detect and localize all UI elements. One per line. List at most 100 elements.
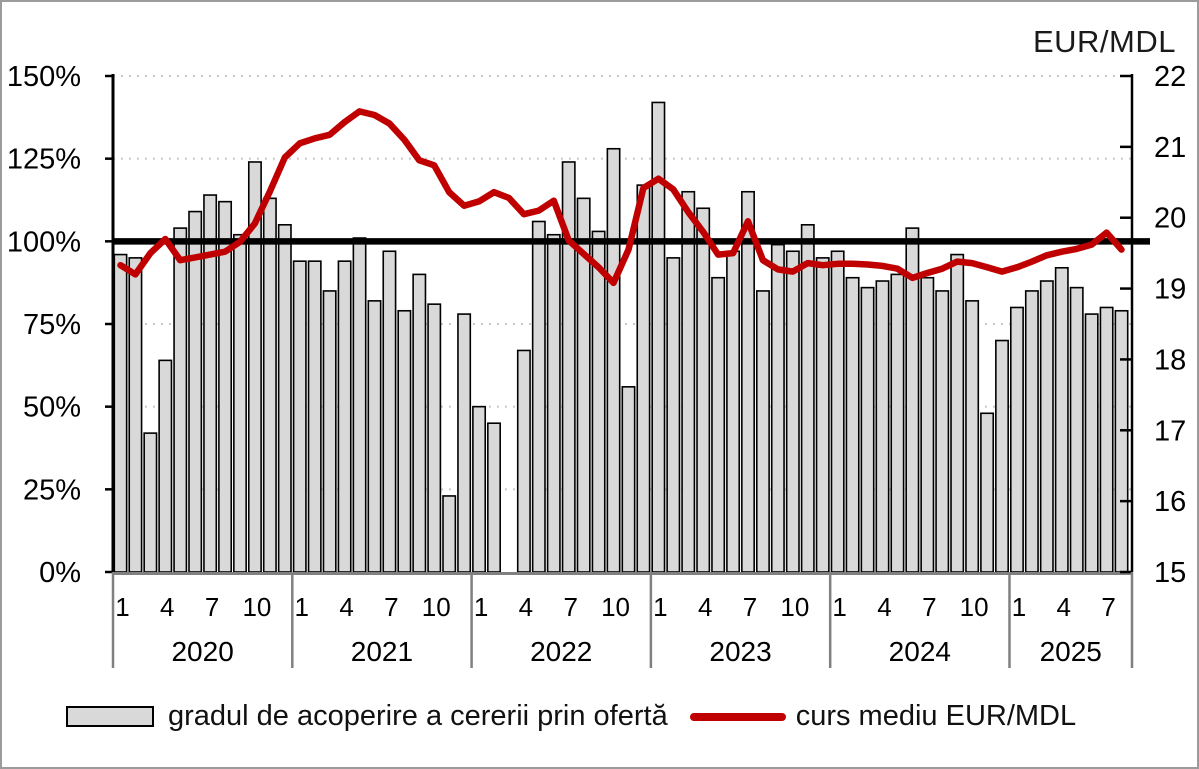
- bar-2023-3: [681, 190, 696, 573]
- bar-2023-4: [696, 207, 711, 573]
- bar-2024-9: [950, 253, 965, 573]
- bar-2022-11: [621, 386, 636, 573]
- right-axis-tick-label: 15: [1154, 557, 1186, 589]
- bar-2022-1: [472, 405, 487, 573]
- bar-2020-11: [262, 197, 277, 573]
- month-tick-label: 1: [832, 592, 846, 622]
- month-tick-label: 10: [242, 592, 271, 622]
- bar-2021-7: [382, 250, 397, 573]
- legend-bar-label: gradul de acoperire a cererii prin ofert…: [168, 700, 668, 732]
- month-tick-label: 1: [295, 592, 309, 622]
- month-tick-label: 10: [422, 592, 451, 622]
- month-tick-label: 4: [1057, 592, 1071, 622]
- month-tick-label: 7: [563, 592, 577, 622]
- bar-2024-8: [935, 290, 950, 573]
- month-tick-label: 10: [780, 592, 809, 622]
- bar-2023-5: [711, 276, 726, 573]
- bar-2023-9: [770, 243, 785, 573]
- bar-2023-1: [651, 101, 666, 573]
- month-tick-label: 4: [339, 592, 353, 622]
- left-axis-tick-label: 75%: [23, 309, 81, 341]
- bar-2020-2: [128, 257, 143, 573]
- year-label: 2020: [171, 636, 233, 667]
- right-axis-tick-label: 22: [1154, 61, 1186, 93]
- bar-2022-4: [516, 349, 531, 573]
- bar-2020-4: [158, 359, 173, 573]
- month-tick-label: 4: [698, 592, 712, 622]
- bar-2024-10: [965, 300, 980, 573]
- bar-2023-12: [815, 257, 830, 573]
- bar-2023-10: [785, 250, 800, 573]
- legend-line-label: curs mediu EUR/MDL: [795, 700, 1077, 732]
- month-tick-label: 1: [653, 592, 667, 622]
- bar-2021-1: [292, 260, 307, 573]
- month-tick-label: 1: [115, 592, 129, 622]
- bar-2025-4: [1054, 266, 1069, 573]
- bar-2022-9: [591, 230, 606, 573]
- month-tick-label: 7: [922, 592, 936, 622]
- bar-2022-10: [606, 147, 621, 573]
- bar-2025-8: [1114, 309, 1129, 573]
- bar-2025-3: [1039, 280, 1054, 573]
- bar-2024-3: [860, 286, 875, 573]
- bar-2021-8: [397, 309, 412, 573]
- bar-2025-1: [1009, 306, 1024, 573]
- month-tick-label: 4: [160, 592, 174, 622]
- month-tick-label: 7: [384, 592, 398, 622]
- month-tick-label: 1: [1012, 592, 1026, 622]
- bar-2023-2: [666, 257, 681, 573]
- month-tick-label: 4: [877, 592, 891, 622]
- bar-2024-12: [995, 339, 1009, 573]
- left-axis-tick-label: 0%: [39, 557, 81, 589]
- bar-2025-6: [1084, 313, 1099, 573]
- bar-2023-7: [741, 190, 755, 573]
- bar-2021-5: [352, 237, 367, 573]
- right-axis-tick-label: 19: [1154, 274, 1186, 306]
- right-axis-tick-label: 20: [1154, 203, 1186, 235]
- right-axis-tick-label: 18: [1154, 344, 1186, 376]
- bar-2022-2: [487, 422, 501, 573]
- bar-2020-12: [277, 224, 292, 573]
- left-axis-tick-label: 125%: [7, 144, 81, 176]
- bar-2020-3: [143, 432, 158, 573]
- bar-2024-1: [830, 250, 845, 573]
- bar-2021-4: [337, 260, 352, 573]
- year-label: 2025: [1040, 636, 1102, 667]
- left-axis-tick-label: 50%: [23, 392, 81, 424]
- month-tick-label: 10: [601, 592, 630, 622]
- bar-2025-7: [1099, 306, 1114, 573]
- month-tick-label: 10: [960, 592, 989, 622]
- bar-2022-5: [531, 220, 546, 573]
- left-axis-tick-label: 25%: [23, 474, 81, 506]
- month-tick-label: 7: [205, 592, 219, 622]
- bar-2020-6: [188, 210, 203, 573]
- bar-2023-11: [800, 224, 815, 573]
- bar-2021-11: [442, 495, 457, 573]
- year-label: 2024: [889, 636, 951, 667]
- bar-2020-9: [233, 233, 247, 573]
- legend: gradul de acoperire a cererii prin ofert…: [66, 700, 1146, 733]
- year-label: 2023: [709, 636, 771, 667]
- bar-2021-2: [307, 260, 322, 573]
- bar-2024-7: [920, 276, 935, 573]
- bar-2022-6: [546, 233, 561, 573]
- year-label: 2021: [351, 636, 413, 667]
- month-tick-label: 4: [519, 592, 533, 622]
- bar-2025-2: [1024, 290, 1039, 573]
- bar-2024-4: [875, 280, 890, 573]
- bar-2023-8: [755, 290, 770, 573]
- bar-2020-1: [113, 253, 128, 573]
- right-axis-tick-label: 21: [1154, 132, 1186, 164]
- bar-2021-6: [367, 300, 382, 573]
- left-axis-tick-label: 100%: [7, 226, 81, 258]
- bar-2025-5: [1069, 286, 1084, 573]
- right-axis-tick-label: 16: [1154, 486, 1186, 518]
- bar-2021-10: [427, 303, 442, 573]
- legend-line-swatch-icon: [689, 712, 786, 721]
- bar-2021-9: [412, 273, 427, 573]
- bar-2024-2: [845, 276, 860, 573]
- right-axis-tick-label: 17: [1154, 415, 1186, 447]
- bar-2024-5: [890, 273, 905, 573]
- bar-2024-11: [980, 412, 995, 573]
